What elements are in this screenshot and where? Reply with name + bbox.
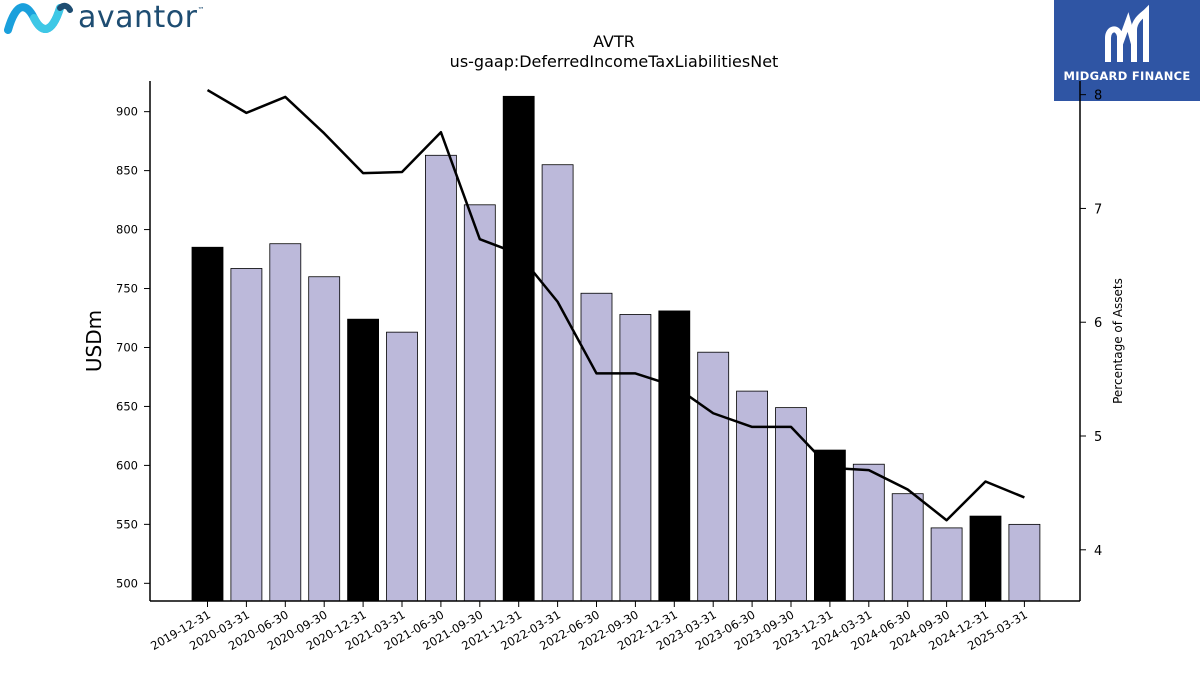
y-tick-label-800: 800 [116,223,138,237]
bar-2025-03-31 [1008,523,1041,602]
bar-2022-12-31 [658,310,691,602]
percentage-of-assets-line [206,89,1025,522]
bar-2021-03-31 [386,331,418,602]
y2-axis-label: Percentage of Assets [1111,278,1125,404]
y-axis-label: USDm [82,310,106,372]
y-tick-label-550: 550 [116,517,138,531]
bar-2020-03-31 [230,268,263,602]
y-tick-label-600: 600 [116,458,138,472]
bar-2024-09-30 [930,527,963,602]
y2-tick-label-7: 7 [1094,202,1102,217]
bar-2021-12-31 [502,95,535,602]
bar-2022-09-30 [619,314,652,602]
bar-2021-06-30 [424,154,457,602]
bar-2020-06-30 [269,243,302,602]
bar-2024-03-31 [852,463,885,602]
y-tick-label-850: 850 [116,164,138,178]
avantor-logo [4,0,234,40]
y2-tick-label-4: 4 [1094,544,1102,559]
midgard-finance-text: MIDGARD FINANCE [1063,69,1191,83]
y-tick-label-750: 750 [116,282,138,296]
y2-tick-label-5: 5 [1094,430,1102,445]
y2-tick-label-6: 6 [1094,316,1102,331]
y2-tick-label-8: 8 [1094,89,1102,104]
bar-2024-12-31 [969,515,1002,602]
y-tick-label-700: 700 [116,340,138,354]
bar-2022-03-31 [541,164,574,602]
chart-title: AVTR [593,32,635,51]
chart-subtitle: us-gaap:DeferredIncomeTaxLiabilitiesNet [449,52,779,71]
bar-2023-03-31 [697,351,730,602]
bar-2022-06-30 [580,292,613,602]
bar-2023-09-30 [775,407,807,602]
bar-2019-12-31 [191,246,224,602]
bar-2020-09-30 [308,276,341,602]
avantor-wordmark: avantor™ [78,0,205,35]
midgard-m-icon [1105,4,1149,62]
bar-2023-12-31 [814,449,846,602]
bar-2024-06-30 [891,493,924,602]
bar-2020-12-31 [347,318,380,602]
midgard-finance-logo: MIDGARD FINANCE [1054,0,1200,101]
y-tick-label-500: 500 [116,576,138,590]
avantor-wave-icon [4,2,73,34]
bar-2021-09-30 [463,204,496,602]
y-tick-label-900: 900 [116,105,138,119]
y-tick-label-650: 650 [116,399,138,413]
